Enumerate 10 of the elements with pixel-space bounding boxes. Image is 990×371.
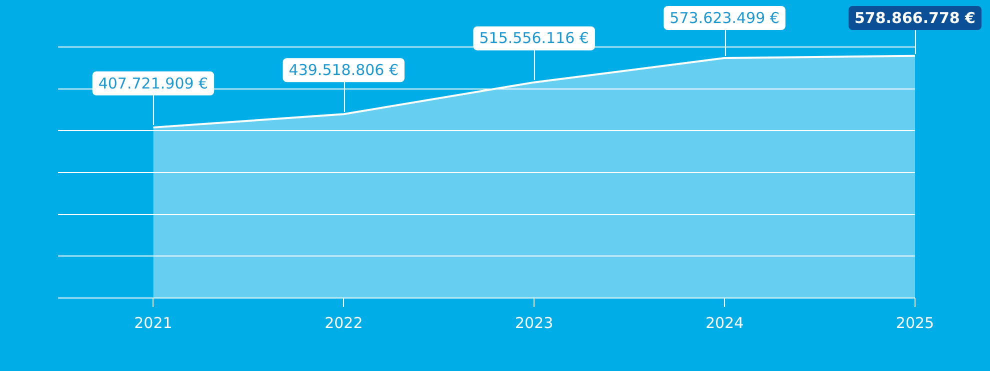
x-tick-label: 2024 xyxy=(705,314,744,332)
data-label: 573.623.499 € xyxy=(670,8,780,27)
x-tick-label: 2022 xyxy=(324,314,363,332)
x-tick-label: 2021 xyxy=(134,314,172,332)
data-label: 578.866.778 € xyxy=(854,8,976,27)
data-label: 515.556.116 € xyxy=(479,29,589,48)
data-label: 407.721.909 € xyxy=(98,74,208,92)
data-label: 439.518.806 € xyxy=(288,61,399,80)
x-tick-label: 2025 xyxy=(896,314,934,332)
x-tick-label: 2023 xyxy=(515,314,554,332)
